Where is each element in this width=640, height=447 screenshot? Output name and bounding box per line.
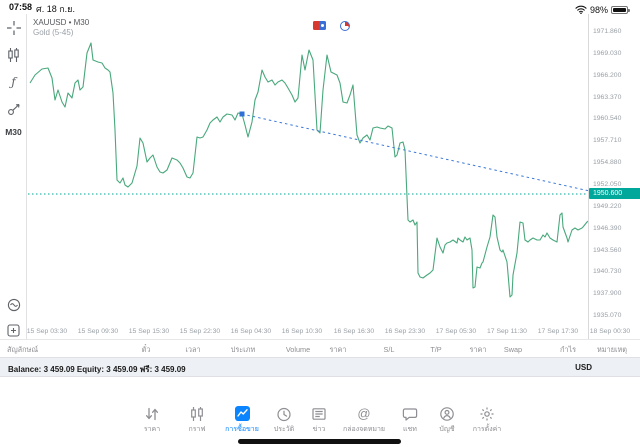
home-indicator (238, 439, 401, 444)
time-axis: 15 Sep 03:30 15 Sep 09:30 15 Sep 15:30 15 S… (0, 325, 640, 339)
account-currency: USD (575, 363, 592, 372)
tab-label: แชท (403, 426, 417, 433)
timeframe-button[interactable]: M30 (5, 127, 22, 137)
price-line-chart (28, 42, 588, 298)
tab-settings[interactable]: การตั้งค่า (451, 405, 523, 435)
account-icon (439, 405, 455, 422)
news-icon (311, 405, 327, 422)
trendline-start-marker (239, 111, 245, 117)
trade-column-header: Swap (503, 345, 523, 354)
price-axis-label: 1946.390 (593, 224, 622, 232)
price-axis-label: 1971.860 (593, 28, 622, 35)
trade-column-header: ประเภท (230, 345, 256, 354)
chart-symbol-title: XAUUSD • M30 (33, 18, 90, 27)
indicators-icon[interactable]: ƒ (11, 75, 16, 89)
tab-label: การตั้งค่า (472, 426, 502, 433)
price-axis-label: 1935.070 (593, 312, 622, 320)
tab-news[interactable]: ข่าว (283, 405, 355, 435)
time-axis-label: 16 Sep 23:30 (384, 328, 426, 335)
objects-icon[interactable] (0, 99, 27, 119)
time-axis-label: 18 Sep 00:30 (589, 328, 631, 335)
time-axis-label: 15 Sep 15:30 (128, 328, 170, 335)
tab-quotes[interactable]: ราคา (116, 405, 188, 435)
tab-account[interactable]: บัญชี (411, 405, 483, 435)
trade-column-header: ราคา (329, 345, 347, 354)
time-axis-label: 15 Sep 09:30 (77, 328, 119, 335)
sentiment-icon[interactable] (0, 295, 27, 315)
price-axis-label: 1952.050 (593, 180, 622, 188)
current-price-badge: 1950.600 (589, 188, 640, 199)
price-axis-label: 1949.220 (593, 202, 622, 210)
crosshair-icon[interactable] (0, 18, 27, 38)
tab-history[interactable]: ประวัติ (248, 405, 320, 435)
tab-label: กราฟ (188, 426, 206, 433)
history-icon (276, 405, 292, 422)
trade-column-header: สัญลักษณ์ (7, 345, 39, 354)
tab-label: ข่าว (312, 426, 326, 433)
time-axis-label: 17 Sep 11:30 (487, 328, 527, 335)
tab-trade[interactable]: การซื้อขาย (206, 405, 278, 435)
price-axis-label: 1969.030 (593, 49, 622, 57)
price-axis-label: 1940.730 (593, 268, 622, 276)
time-axis-label: 15 Sep 22:30 (179, 328, 221, 335)
time-axis-label: 16 Sep 04:30 (230, 328, 272, 335)
trade-column-header: Volume (285, 345, 311, 354)
tab-chart[interactable]: กราฟ (161, 405, 233, 435)
tab-chat[interactable]: แชท (374, 405, 446, 435)
trade-column-header: กำไร (559, 345, 577, 354)
chat-icon (402, 405, 418, 422)
add-window-icon[interactable] (0, 320, 27, 340)
trade-icon (234, 405, 251, 422)
price-axis-label: 1960.540 (593, 115, 622, 123)
status-bar: 07:58 ศ. 18 ก.ย. 98% (0, 0, 640, 15)
price-axis-label: 1963.370 (593, 93, 622, 101)
wifi-icon (575, 1, 587, 19)
balance-summary: Balance: 3 459.09 Equity: 3 459.09 ฟรี: … (8, 365, 186, 374)
mailbox-icon: @ (357, 405, 371, 421)
time-axis-label: 17 Sep 05:30 (435, 328, 477, 335)
status-date: ศ. 18 ก.ย. (36, 4, 75, 14)
chart-symbol-description: Gold (5-45) (33, 28, 74, 37)
tab-label: การซื้อขาย (225, 426, 259, 433)
chart-toolbar: ƒ M30 (0, 14, 27, 339)
candlestick-icon[interactable] (0, 45, 27, 65)
quotes-icon (144, 405, 160, 422)
price-axis-label: 1954.880 (593, 159, 622, 167)
price-axis-label: 1937.900 (593, 290, 622, 298)
tab-mailbox[interactable]: @ กล่องจดหมาย (328, 405, 400, 435)
account-summary-bar: Balance: 3 459.09 Equity: 3 459.09 ฟรี: … (0, 357, 640, 377)
tab-label: ประวัติ (273, 426, 295, 433)
trade-column-header: T/P (430, 345, 442, 354)
chart-canvas[interactable]: XAUUSD • M30 Gold (5-45) (27, 14, 588, 339)
price-axis-label: 1966.200 (593, 71, 622, 79)
settings-icon (479, 405, 495, 422)
price-axis-label: 1943.560 (593, 246, 622, 254)
trade-column-header: ราคา (469, 345, 487, 354)
time-axis-label: 17 Sep 17:30 (537, 328, 579, 335)
price-axis: 1971.860 1969.030 1966.200 1963.370 1960.540… (588, 14, 640, 339)
time-axis-label: 15 Sep 03:30 (26, 328, 68, 335)
chart-icon (189, 405, 205, 422)
clock-time: 07:58 (9, 2, 33, 12)
tab-label: ราคา (143, 426, 161, 433)
trade-column-header: เวลา (185, 345, 201, 354)
battery-icon (611, 6, 630, 14)
battery-percent: 98% (589, 5, 608, 15)
time-axis-label: 16 Sep 10:30 (281, 328, 323, 335)
tab-label: บัญชี (439, 426, 455, 433)
trade-column-header: ตั๋ว (141, 345, 151, 354)
tab-label: กล่องจดหมาย (342, 426, 386, 433)
trade-table-header: สัญลักษณ์ ตั๋ว เวลา ประเภท Volume ราคา S/L T/P ร… (0, 339, 640, 357)
news-flag-icon[interactable] (313, 21, 326, 30)
trade-column-header: S/L (383, 345, 395, 354)
event-clock-icon[interactable] (340, 21, 350, 31)
price-axis-label: 1957.710 (593, 137, 622, 145)
bottom-tab-bar: ราคา กราฟ การซื้อขาย ประวัติ ข่าว @ กล่องจดหมา… (0, 399, 640, 447)
time-axis-label: 16 Sep 16:30 (333, 328, 375, 335)
trade-column-header: หมายเหตุ (596, 345, 628, 354)
